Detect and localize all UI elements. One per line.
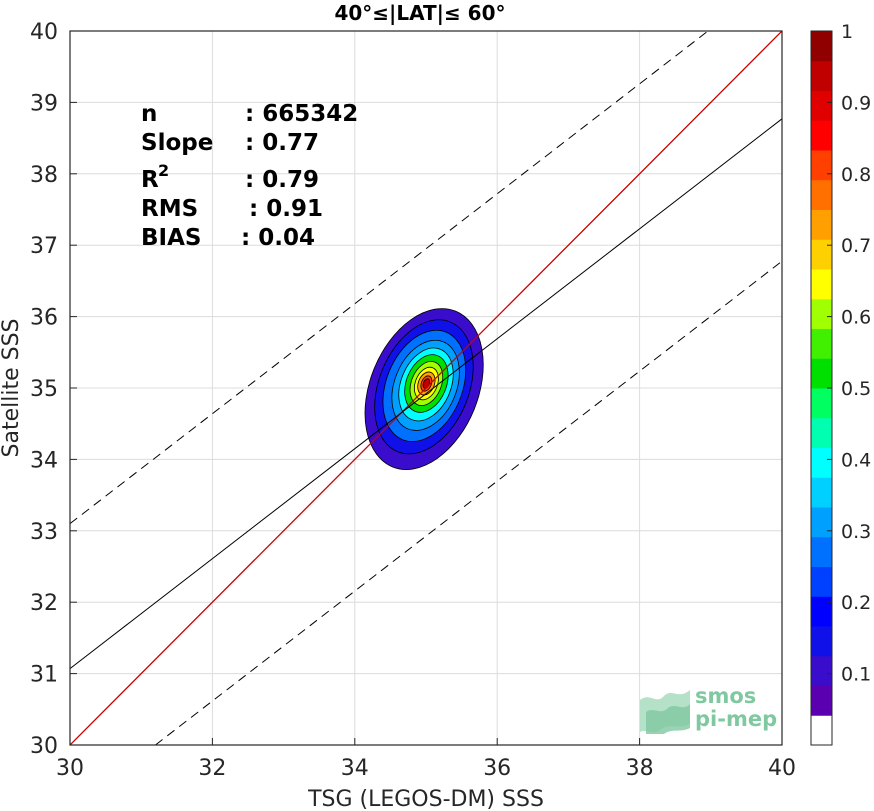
logo-text-smos: smos bbox=[695, 684, 756, 708]
stat-slope-label: Slope bbox=[141, 130, 213, 156]
stat-r2-label: R bbox=[141, 167, 159, 193]
colorbar-tick-label: 0.7 bbox=[841, 235, 871, 257]
colorbar-segment bbox=[811, 655, 832, 686]
colorbar-segment bbox=[811, 120, 832, 151]
colorbar-segment bbox=[811, 626, 832, 657]
x-axis-label: TSG (LEGOS-DM) SSS bbox=[307, 787, 544, 811]
y-tick-label: 39 bbox=[30, 91, 58, 116]
colorbar-tick-label: 0.9 bbox=[841, 92, 871, 114]
y-tick-label: 34 bbox=[30, 448, 58, 473]
colorbar-segment bbox=[811, 536, 832, 567]
y-axis-label: Satellite SSS bbox=[0, 319, 24, 458]
colorbar-tick-label: 0.5 bbox=[841, 378, 871, 400]
y-tick-label: 36 bbox=[30, 306, 58, 331]
x-tick-label: 30 bbox=[56, 756, 84, 781]
stat-rms-value: : 0.91 bbox=[249, 196, 323, 222]
chart-title: 40°≤|LAT|≤ 60° bbox=[334, 1, 505, 25]
logo-text-pimep: pi-mep bbox=[695, 707, 777, 731]
colorbar-tick-label: 0.8 bbox=[841, 164, 871, 186]
smos-pimep-logo: smos pi-mep bbox=[640, 684, 777, 734]
colorbar-tick-label: 0.2 bbox=[841, 592, 871, 614]
colorbar-tick-label: 0.6 bbox=[841, 307, 871, 329]
colorbar-tick-label: 0.1 bbox=[841, 664, 871, 686]
regression-lines bbox=[70, 31, 782, 745]
colorbar-segment bbox=[811, 269, 832, 300]
stat-r2-sup: 2 bbox=[158, 161, 169, 180]
colorbar-segment bbox=[811, 298, 832, 329]
y-tick-label: 38 bbox=[30, 163, 58, 188]
colorbar-segment bbox=[811, 31, 832, 62]
colorbar-segment bbox=[811, 358, 832, 389]
colorbar-segment bbox=[811, 507, 832, 538]
stats-block: n : 665342 Slope : 0.77 R 2 : 0.79 RMS :… bbox=[141, 101, 358, 251]
colorbar-segment bbox=[811, 477, 832, 508]
colorbar-segment bbox=[811, 685, 832, 716]
y-tick-label: 35 bbox=[30, 377, 58, 402]
stat-rms-label: RMS bbox=[141, 196, 198, 222]
stat-bias-label: BIAS bbox=[141, 225, 201, 251]
stat-slope-value: : 0.77 bbox=[245, 130, 319, 156]
colorbar-tick-label: 0.3 bbox=[841, 521, 871, 543]
x-tick-label: 38 bbox=[626, 756, 654, 781]
y-axis: 30 31 32 33 34 35 36 37 38 39 40 bbox=[30, 20, 77, 759]
colorbar-segment bbox=[811, 715, 832, 746]
y-tick-label: 37 bbox=[30, 234, 58, 259]
x-axis: 30 32 34 36 38 40 bbox=[56, 738, 796, 781]
colorbar-segment bbox=[811, 596, 832, 627]
colorbar-segment bbox=[811, 566, 832, 597]
colorbar-segment bbox=[811, 447, 832, 478]
colorbar-tick-label: 0.4 bbox=[841, 449, 871, 471]
x-tick-label: 34 bbox=[341, 756, 369, 781]
one-to-one-line bbox=[70, 31, 782, 745]
x-tick-label: 40 bbox=[768, 756, 796, 781]
colorbar-segment bbox=[811, 417, 832, 448]
x-tick-label: 36 bbox=[483, 756, 511, 781]
colorbar-segment bbox=[811, 150, 832, 181]
y-tick-label: 32 bbox=[30, 591, 58, 616]
y-tick-label: 31 bbox=[30, 663, 58, 688]
logo-wave-icon-2 bbox=[646, 704, 690, 734]
x-tick-label: 32 bbox=[198, 756, 226, 781]
fit-lower-bound-line bbox=[155, 260, 782, 745]
colorbar: 0.1 0.2 0.3 0.4 0.5 0.6 0.7 0.8 0.9 1 bbox=[810, 21, 871, 746]
stat-r2-value: : 0.79 bbox=[245, 167, 319, 193]
stat-n-label: n bbox=[141, 101, 157, 127]
colorbar-segment bbox=[811, 90, 832, 121]
colorbar-segment bbox=[811, 388, 832, 419]
stat-n-value: : 665342 bbox=[245, 101, 358, 127]
colorbar-segment bbox=[811, 60, 832, 91]
colorbar-segment bbox=[811, 209, 832, 240]
colorbar-segment bbox=[811, 239, 832, 270]
fit-line bbox=[70, 118, 782, 669]
colorbar-segment bbox=[811, 328, 832, 359]
stat-bias-value: : 0.04 bbox=[241, 225, 315, 251]
y-tick-label: 30 bbox=[30, 734, 58, 759]
colorbar-segment bbox=[811, 179, 832, 210]
y-tick-label: 40 bbox=[30, 20, 58, 45]
colorbar-tick-label: 1 bbox=[841, 21, 853, 43]
y-tick-label: 33 bbox=[30, 520, 58, 545]
